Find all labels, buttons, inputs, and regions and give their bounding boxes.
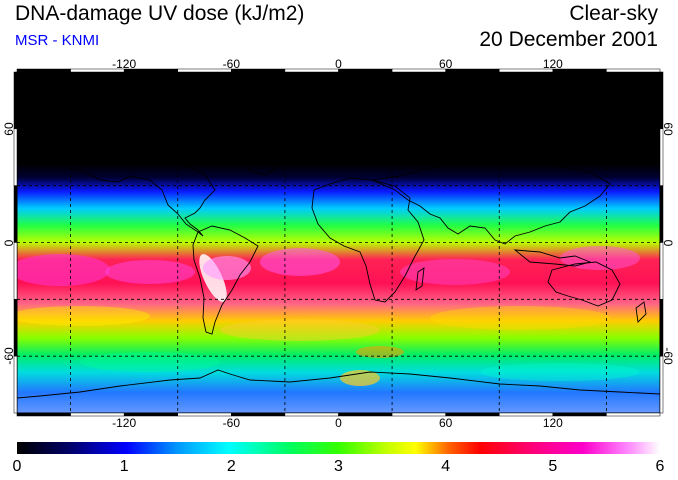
longitude-tick-label: -60: [222, 57, 240, 71]
border-segment: [284, 68, 339, 73]
border-segment: [606, 412, 661, 417]
latitude-tick-label: 0: [661, 239, 675, 246]
map-title: DNA-damage UV dose (kJ/m2): [15, 2, 305, 25]
longitude-tick-label: 0: [335, 416, 342, 430]
colorbar: [17, 442, 660, 454]
africa-europe-coast: [311, 177, 425, 303]
colorbar-tick-label: 3: [334, 458, 343, 475]
date-label: 20 December 2001: [479, 28, 658, 51]
longitude-tick-label: 0: [335, 57, 342, 71]
border-segment: [338, 412, 393, 417]
border-segment: [445, 68, 500, 73]
south-america-coast: [192, 225, 259, 335]
longitude-tick-label: -120: [112, 416, 137, 430]
colorbar-tick-label: 4: [441, 458, 451, 475]
gridlines: [17, 72, 660, 413]
border-segment: [391, 412, 446, 417]
latitude-tick-label: -60: [661, 347, 675, 365]
colorbar-tick-label: 0: [12, 458, 22, 475]
north-america-coast: [59, 149, 216, 237]
border-segment: [659, 355, 664, 414]
border-segment: [606, 68, 661, 73]
madagascar-coast: [415, 267, 425, 291]
greenland-coast: [239, 147, 283, 176]
source-label: MSR - KNMI: [15, 32, 100, 49]
longitude-tick-label: -120: [112, 57, 137, 71]
latitude-tick-label: 0: [2, 239, 16, 246]
colorbar-tick-label: 1: [119, 458, 129, 475]
border-segment: [13, 355, 18, 414]
australia-coast: [547, 261, 621, 307]
longitude-tick-label: 120: [542, 416, 563, 430]
latitude-tick-label: 60: [2, 122, 16, 136]
border-segment: [16, 68, 71, 73]
sky-condition: Clear-sky: [569, 2, 658, 25]
colorbar-tick-label: 5: [548, 458, 558, 475]
border-segment: [284, 412, 339, 417]
colorbar-tick-label: 6: [655, 458, 665, 475]
coastlines: [17, 147, 660, 399]
border-segment: [391, 68, 446, 73]
longitude-tick-label: 60: [438, 57, 453, 71]
map-border-ticks: [13, 68, 664, 417]
longitude-tick-label: 120: [542, 57, 563, 71]
eurasia-coast: [370, 159, 611, 245]
border-segment: [445, 412, 500, 417]
indonesia-coast: [513, 249, 592, 267]
new-zealand-coast: [635, 301, 647, 323]
colorbar-tick-label: 2: [226, 458, 236, 475]
border-segment: [338, 68, 393, 73]
latitude-tick-label: 60: [661, 122, 675, 136]
longitude-tick-label: -60: [222, 416, 240, 430]
latitude-tick-label: -60: [2, 347, 16, 365]
longitude-tick-label: 60: [438, 416, 453, 430]
border-segment: [16, 412, 71, 417]
antarctica-coast: [17, 369, 660, 399]
